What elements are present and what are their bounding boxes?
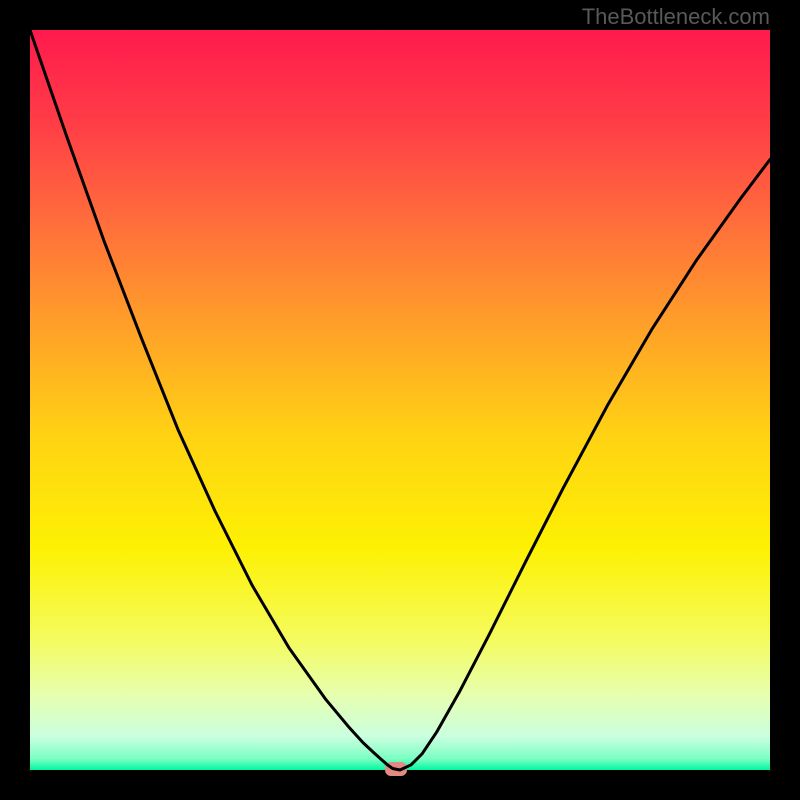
- chart-frame: TheBottleneck.com: [0, 0, 800, 800]
- watermark-label: TheBottleneck.com: [582, 4, 770, 30]
- performance-curve: [0, 0, 800, 800]
